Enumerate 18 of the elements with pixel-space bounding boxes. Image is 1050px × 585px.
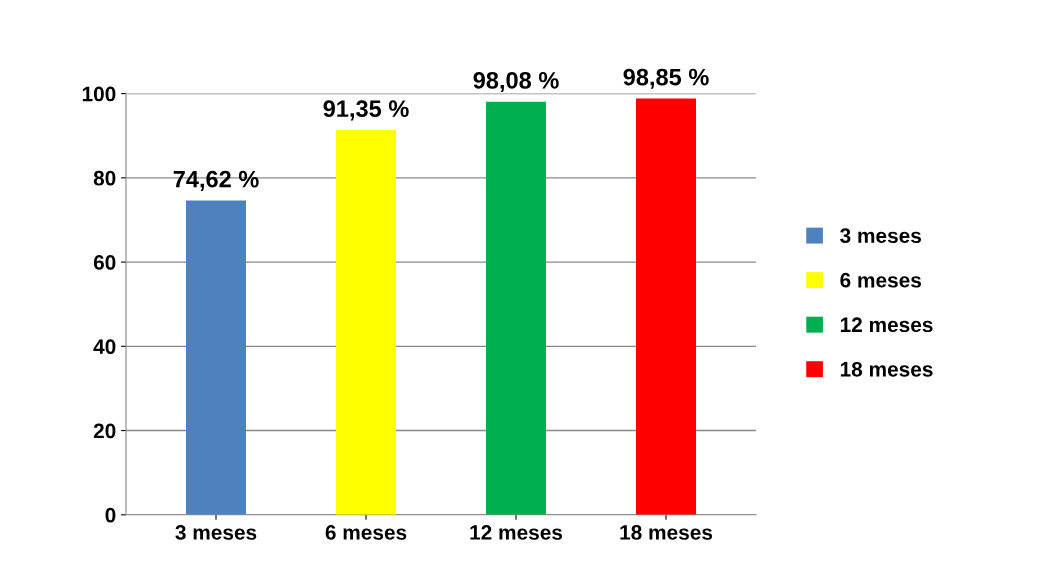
x-tick-label: 12 meses (470, 525, 563, 540)
data-label: 91,35 % (323, 100, 409, 121)
legend-label: 3 meses (840, 228, 921, 244)
data-label: 98,85 % (623, 68, 709, 89)
y-tick-label: 0 (105, 507, 116, 523)
legend-label: 6 meses (840, 272, 921, 288)
y-tick-label: 80 (93, 170, 116, 186)
y-tick-label: 60 (93, 255, 116, 270)
y-tick-label: 40 (93, 339, 116, 355)
data-label: 74,62 % (173, 170, 259, 191)
legend-label: 18 meses (840, 361, 933, 377)
data-label: 98,08 % (473, 71, 559, 93)
legend-label: 12 meses (840, 317, 933, 333)
y-tick-label: 20 (93, 423, 116, 439)
x-tick-label: 6 meses (325, 525, 407, 540)
y-tick-label: 100 (82, 86, 116, 102)
x-tick-label: 3 meses (175, 525, 257, 540)
x-tick-label: 18 meses (620, 525, 713, 540)
